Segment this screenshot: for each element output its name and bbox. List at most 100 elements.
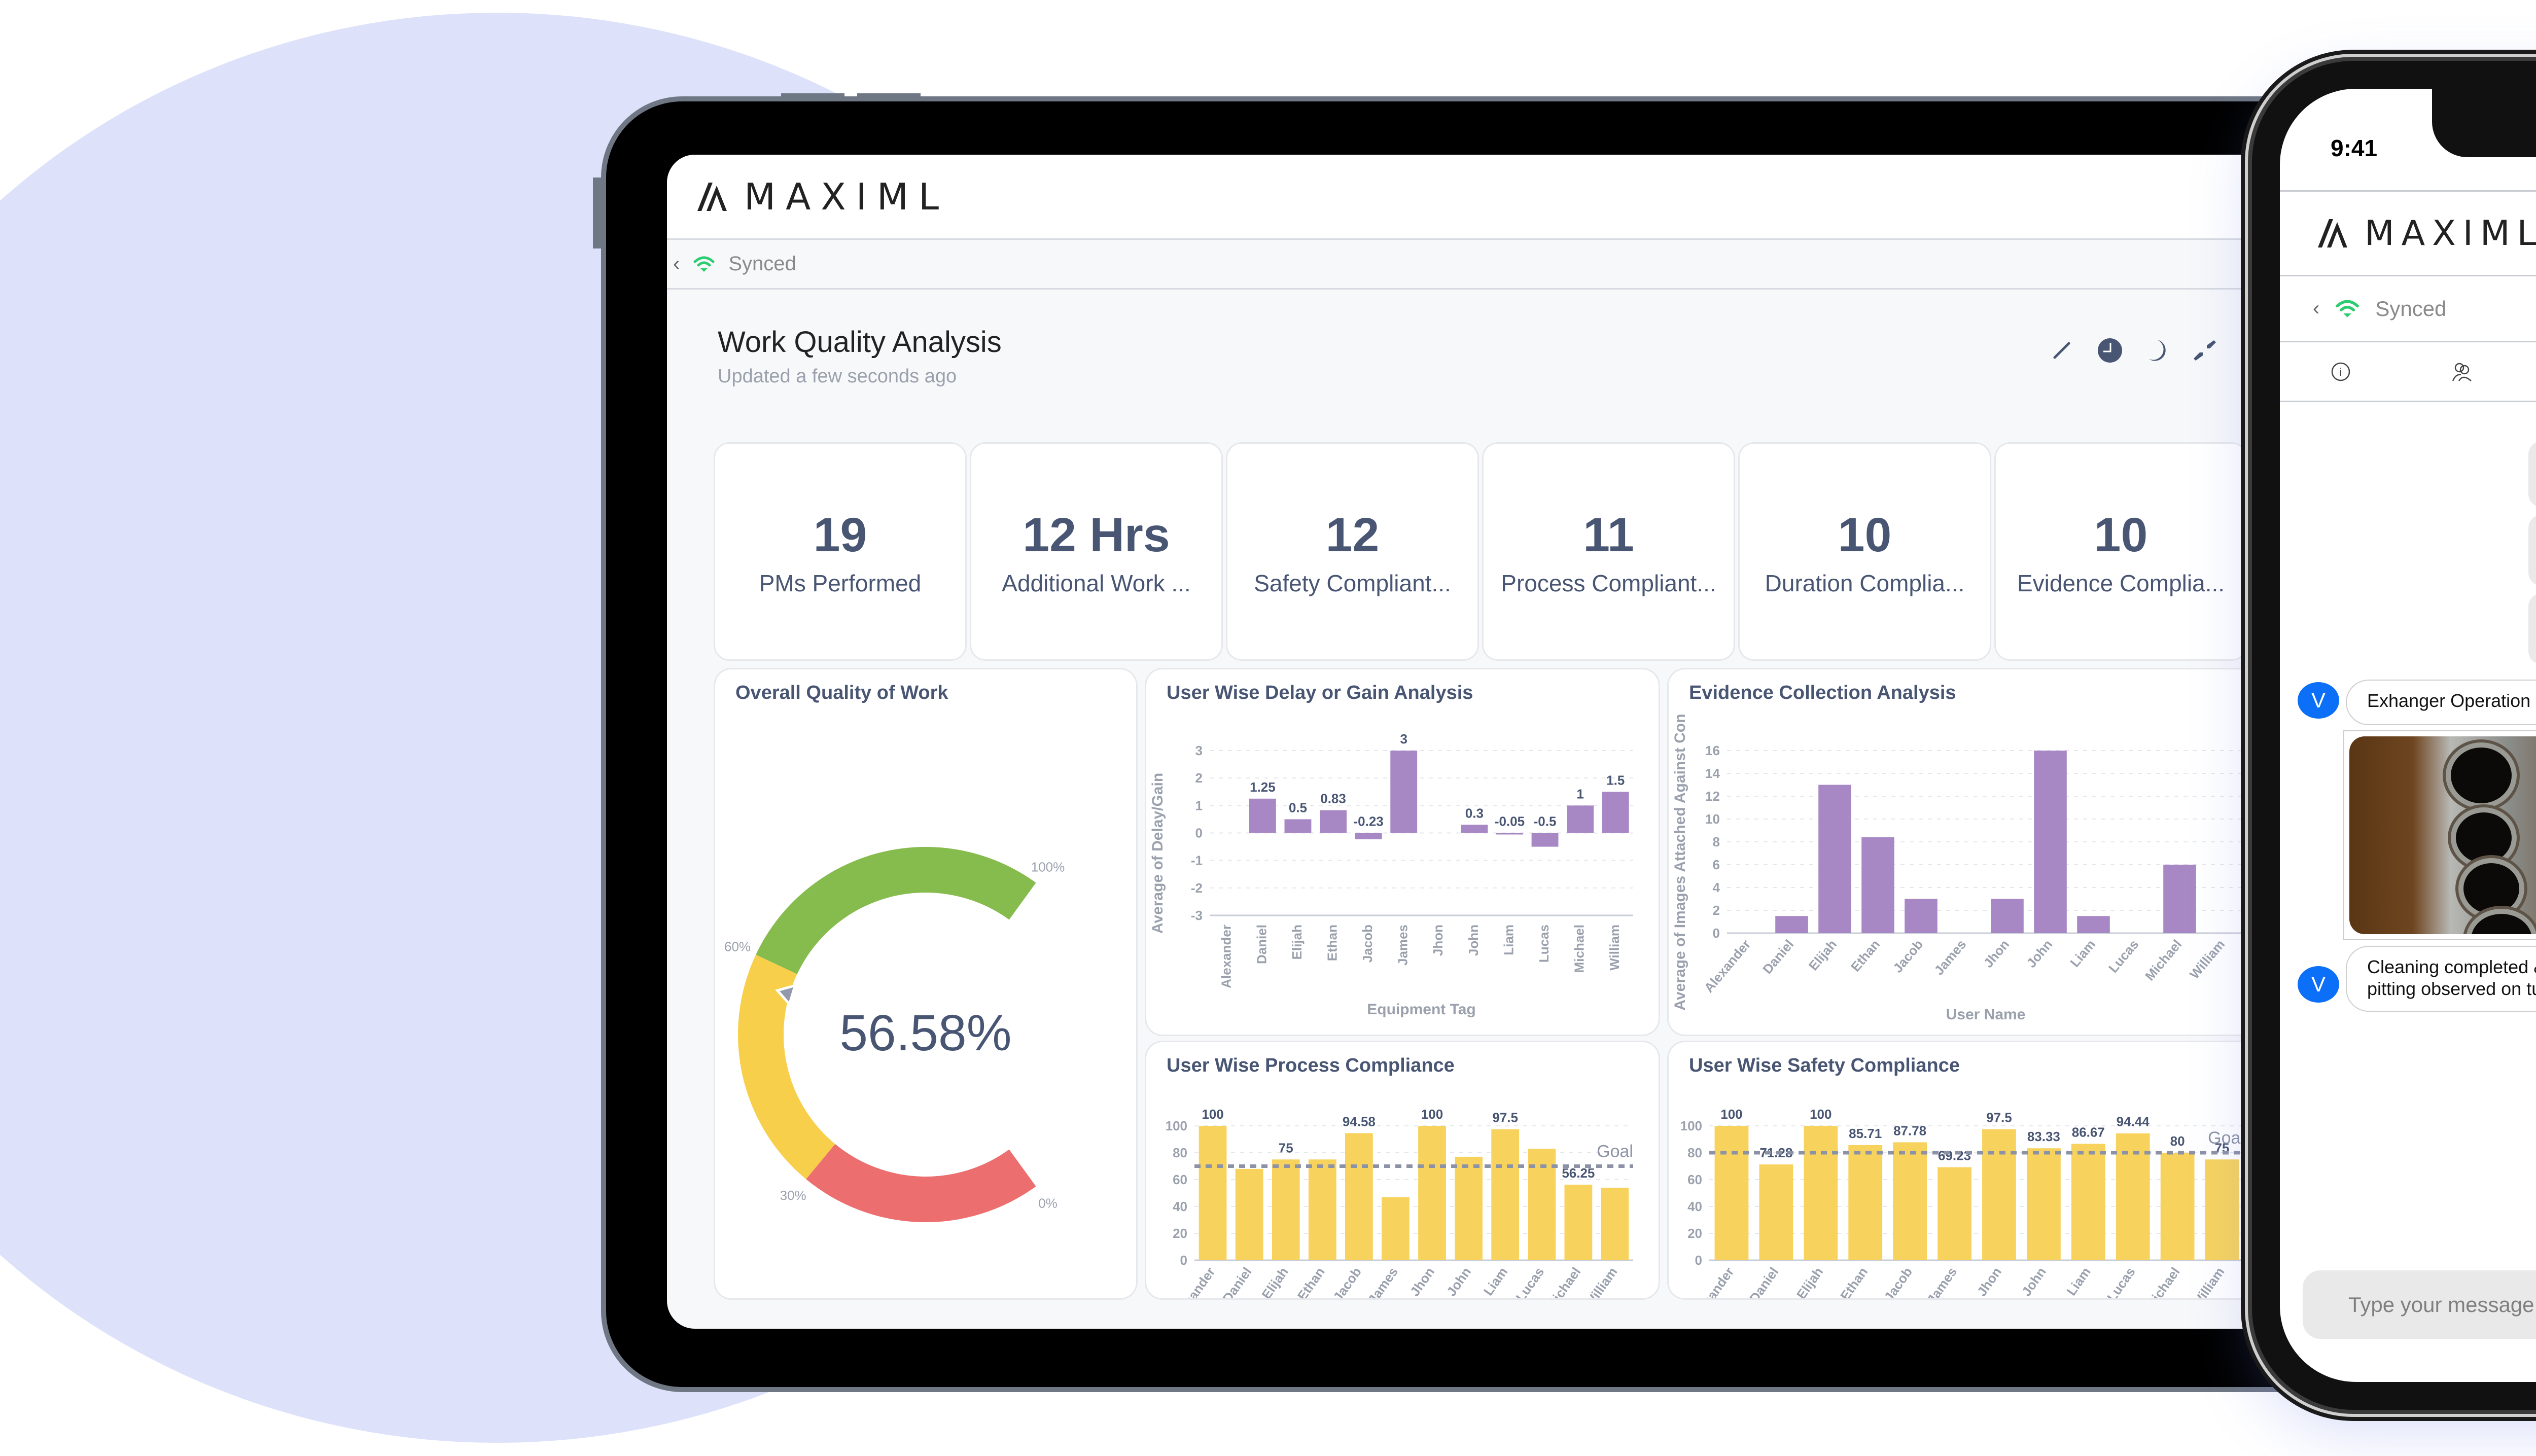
svg-text:16: 16 [1705,743,1720,758]
tablet-volume-button [857,93,921,101]
svg-text:Liam: Liam [2067,937,2098,970]
maximl-logo: MAXIML [697,175,949,218]
phone-device: 9:41 MAXIML [2252,61,2536,1410]
kpi-value: 10 [1838,508,1892,562]
svg-text:John: John [1443,1264,1474,1298]
tab-info[interactable]: i [2280,342,2402,401]
kpi-card[interactable]: 11 Process Compliant... [1484,444,1734,659]
svg-text:75: 75 [1279,1140,1293,1155]
svg-text:0.3: 0.3 [1465,805,1484,821]
user-avatar: V [2298,966,2339,1003]
svg-text:Liam: Liam [1481,1264,1510,1298]
svg-text:Michael: Michael [1543,1264,1583,1298]
phone-sync-bar: ‹ Synced [2280,276,2536,342]
svg-text:94.58: 94.58 [1343,1114,1376,1129]
panel-title: User Wise Process Compliance [1167,1055,1455,1076]
svg-text:60%: 60% [724,939,751,954]
svg-text:1.25: 1.25 [1250,779,1276,795]
svg-text:Jacob: Jacob [1890,937,1926,976]
logo-text: MAXIML [2365,213,2536,254]
kpi-card[interactable]: 12 Hrs Additional Work ... [971,444,1221,659]
svg-text:100: 100 [1166,1118,1187,1133]
svg-text:100: 100 [1202,1107,1223,1122]
kpi-card[interactable]: 12 Safety Compliant... [1227,444,1477,659]
svg-text:William: William [2189,1264,2228,1298]
svg-text:0.83: 0.83 [1320,791,1346,806]
svg-text:40: 40 [1173,1199,1187,1214]
evidence-panel: Evidence Collection Analysis 16 14 12 10 8 6 4… [1669,669,2267,1035]
message-incoming: Cleaning completed & no pitting observed… [2346,946,2536,1012]
back-chevron-icon[interactable]: ‹ [673,253,680,275]
gauge-value: 56.58% [839,1005,1012,1061]
svg-text:Alexander: Alexander [1169,1264,1218,1298]
user-avatar: V [2298,682,2339,719]
svg-text:12: 12 [1705,789,1720,804]
kpi-card[interactable]: 19 PMs Performed [715,444,965,659]
gauge-panel: Overall Quality of Work 0% 30% 60% 100% 56.… [715,669,1136,1298]
svg-text:James: James [1924,1264,1960,1298]
kpi-label: Safety Compliant... [1254,570,1451,596]
tablet-side-button [593,177,601,248]
svg-text:Liam: Liam [2063,1264,2093,1298]
svg-text:-1: -1 [1191,853,1203,868]
svg-text:Elijah: Elijah [1258,1264,1291,1298]
svg-text:2: 2 [1713,903,1720,918]
svg-text:William: William [1607,925,1622,971]
svg-text:Elijah: Elijah [1806,937,1840,973]
panel-title: User Wise Safety Compliance [1689,1055,1960,1076]
kpi-value: 12 [1325,508,1380,562]
svg-text:Jhon: Jhon [1974,1264,2004,1298]
pencil-icon[interactable] [2052,340,2072,361]
page-subtitle: Updated a few seconds ago [718,366,957,387]
gauge-chart: 0% 30% 60% 100% [724,847,1065,1222]
sync-bar: ‹ Synced [667,240,2391,290]
svg-text:Daniel: Daniel [1219,1264,1254,1298]
svg-text:Daniel: Daniel [1746,1264,1781,1298]
kpi-card[interactable]: 10 Evidence Complia... [1996,444,2246,659]
svg-text:20: 20 [1173,1226,1187,1241]
svg-text:3: 3 [1400,731,1407,747]
svg-text:97.5: 97.5 [1986,1110,2012,1125]
svg-text:86.67: 86.67 [2072,1124,2105,1140]
svg-text:John: John [2023,937,2055,971]
svg-text:Ethan: Ethan [1848,937,1883,975]
clock-icon[interactable] [2097,338,2123,363]
delay-gain-panel: User Wise Delay or Gain Analysis 3 2 1 0 -1 -… [1146,669,1659,1035]
kpi-value: 11 [1583,508,1634,562]
svg-text:97.5: 97.5 [1492,1110,1518,1125]
svg-text:John: John [2019,1264,2049,1298]
maximl-logo-mark-icon [697,182,727,211]
svg-text:Daniel: Daniel [1254,925,1269,964]
svg-text:Alexander: Alexander [1219,925,1234,988]
svg-text:Ethan: Ethan [1324,925,1340,961]
svg-text:100: 100 [1720,1107,1742,1122]
svg-text:0: 0 [1180,1253,1187,1268]
kpi-card[interactable]: 10 Duration Complia... [1740,444,1990,659]
svg-text:3: 3 [1195,743,1203,758]
message-image-attachment[interactable] [2343,730,2536,940]
toolbar [2052,338,2216,363]
svg-text:Michael: Michael [1572,925,1587,973]
panel-title: Overall Quality of Work [735,682,948,703]
message-input-placeholder: Type your message [2348,1292,2534,1317]
svg-text:Elijah: Elijah [1289,925,1305,960]
maximl-logo: MAXIML [2318,214,2536,254]
tab-actions[interactable] [2523,342,2536,401]
message-input[interactable]: Type your message [2303,1270,2536,1339]
users-icon [2452,363,2472,381]
svg-text:Alexander: Alexander [1688,1264,1737,1298]
kpi-label: Evidence Complia... [2017,570,2225,596]
moon-icon[interactable] [2148,339,2168,362]
svg-text:10: 10 [1705,811,1720,827]
maximl-logo-mark-icon [2318,219,2347,247]
svg-text:20: 20 [1687,1226,1702,1241]
svg-text:User Name: User Name [1946,1006,2026,1023]
svg-text:1: 1 [1576,786,1583,801]
collapse-icon[interactable] [2194,339,2216,362]
tablet-screen: MAXIML ‹ Synced Work Quality Analysis Up… [667,155,2391,1329]
back-chevron-icon[interactable]: ‹ [2313,297,2320,319]
tab-users[interactable] [2402,342,2523,401]
svg-text:Liam: Liam [1501,925,1516,955]
svg-text:Daniel: Daniel [1759,937,1797,977]
svg-text:Goal: Goal [2208,1128,2244,1148]
